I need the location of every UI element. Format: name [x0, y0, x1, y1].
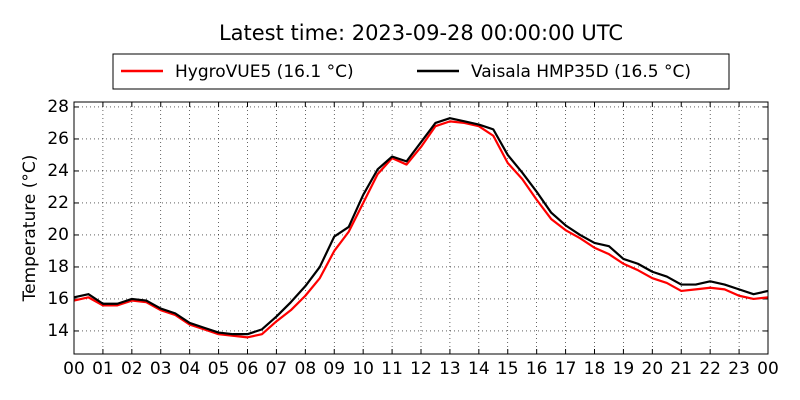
x-tick-label: 22: [699, 359, 721, 379]
y-tick-label: 20: [47, 225, 69, 245]
x-tick-label: 19: [613, 359, 635, 379]
x-tick-label: 14: [468, 359, 490, 379]
series-line: [73, 120, 769, 339]
y-tick-label: 18: [47, 257, 69, 277]
x-tick-label: 06: [237, 359, 259, 379]
y-tick-label: 22: [47, 193, 69, 213]
y-tick-label: 26: [47, 129, 69, 149]
x-tick-label: 00: [757, 359, 779, 379]
y-tick-label: 14: [47, 321, 69, 341]
y-tick-label: 16: [47, 289, 69, 309]
legend-label: HygroVUE5 (16.1 °C): [175, 62, 354, 82]
x-tick-label: 09: [323, 359, 345, 379]
x-tick-label: 01: [92, 359, 114, 379]
x-tick-label: 18: [584, 359, 606, 379]
x-tick-label: 10: [352, 359, 374, 379]
x-tick-label: 23: [728, 359, 750, 379]
x-tick-label: 13: [439, 359, 461, 379]
y-tick-label: 24: [47, 161, 69, 181]
series-line: [73, 117, 769, 336]
x-tick-label: 21: [670, 359, 692, 379]
x-tick-label: 04: [179, 359, 201, 379]
legend-label: Vaisala HMP35D (16.5 °C): [471, 62, 691, 82]
chart-title: Latest time: 2023-09-28 00:00:00 UTC: [219, 21, 623, 45]
x-tick-label: 11: [381, 359, 403, 379]
x-tick-label: 03: [150, 359, 172, 379]
x-tick-label: 12: [410, 359, 432, 379]
x-tick-label: 07: [266, 359, 288, 379]
y-axis-label: Temperature (°C): [20, 155, 40, 303]
x-tick-label: 15: [497, 359, 519, 379]
plot-frame: [73, 101, 769, 355]
x-tick-label: 20: [642, 359, 664, 379]
x-tick-label: 17: [555, 359, 577, 379]
x-tick-label: 00: [63, 359, 85, 379]
x-tick-label: 08: [295, 359, 317, 379]
x-tick-label: 05: [208, 359, 230, 379]
y-tick-label: 28: [47, 97, 69, 117]
x-tick-label: 02: [121, 359, 143, 379]
x-tick-label: 16: [526, 359, 548, 379]
